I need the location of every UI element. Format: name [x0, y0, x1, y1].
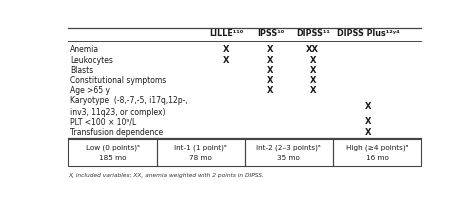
Text: Anemia: Anemia	[70, 45, 100, 54]
Text: Int-2 (2–3 points)ᵃ: Int-2 (2–3 points)ᵃ	[256, 143, 321, 150]
Text: X: X	[267, 76, 273, 85]
Text: Low (0 points)ᵃ: Low (0 points)ᵃ	[86, 143, 139, 150]
Text: Karyotype  (-8,-7,-5, i17q,12p-,
inv3, 11q23, or complex): Karyotype (-8,-7,-5, i17q,12p-, inv3, 11…	[70, 96, 188, 116]
Bar	[333, 140, 421, 167]
Text: LILLE¹¹⁰: LILLE¹¹⁰	[209, 29, 244, 38]
Text: X: X	[365, 117, 371, 126]
Text: Transfusion dependence: Transfusion dependence	[70, 127, 164, 136]
Text: X: X	[223, 45, 229, 54]
Text: PLT <100 × 10⁹/L: PLT <100 × 10⁹/L	[70, 117, 137, 126]
Text: X: X	[223, 55, 229, 64]
Text: X: X	[267, 45, 273, 54]
Text: Age >65 y: Age >65 y	[70, 86, 110, 95]
Text: XX: XX	[306, 45, 319, 54]
Text: Constitutional symptoms: Constitutional symptoms	[70, 76, 166, 85]
Text: 78 mo: 78 mo	[189, 155, 212, 161]
Text: X: X	[267, 66, 273, 75]
Text: 35 mo: 35 mo	[277, 155, 301, 161]
Text: X: X	[365, 101, 371, 110]
Bar	[68, 140, 156, 167]
Text: 16 mo: 16 mo	[365, 155, 389, 161]
Text: X: X	[310, 55, 316, 64]
Bar	[156, 140, 245, 167]
Bar	[245, 140, 333, 167]
Text: X, included variables; XX, anemia weighted with 2 points in DIPSS.: X, included variables; XX, anemia weight…	[68, 172, 264, 177]
Text: X: X	[310, 76, 316, 85]
Text: X: X	[310, 66, 316, 75]
Text: X: X	[365, 127, 371, 136]
Text: Int-1 (1 point)ᵃ: Int-1 (1 point)ᵃ	[174, 143, 227, 150]
Text: High (≥4 points)ᵃ: High (≥4 points)ᵃ	[346, 143, 408, 150]
Text: IPSS¹⁰: IPSS¹⁰	[257, 29, 284, 38]
Text: DIPSS Plus¹²ʸ⁴: DIPSS Plus¹²ʸ⁴	[337, 29, 399, 38]
Text: Leukocytes: Leukocytes	[70, 55, 113, 64]
Text: X: X	[267, 55, 273, 64]
Text: DIPSS¹¹: DIPSS¹¹	[296, 29, 329, 38]
Text: Blasts: Blasts	[70, 66, 93, 75]
Text: X: X	[310, 86, 316, 95]
Text: 185 mo: 185 mo	[99, 155, 126, 161]
Text: X: X	[267, 86, 273, 95]
